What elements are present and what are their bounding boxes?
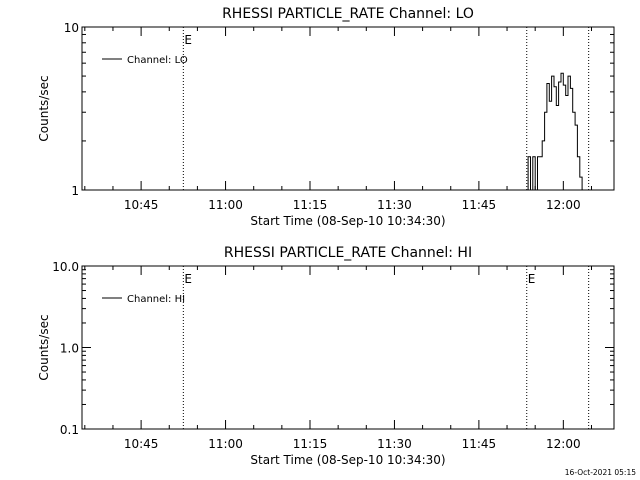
y-tick-label: 0.1 [60,423,79,437]
x-tick-label: 11:15 [293,437,328,451]
x-tick-label: 11:45 [462,437,497,451]
x-tick-label: 11:15 [293,198,328,212]
y-tick-label: 10.0 [52,260,79,274]
x-tick-label: 11:00 [208,198,243,212]
x-tick-label: 11:00 [208,437,243,451]
legend-label: Channel: HI [127,294,185,305]
x-tick-label: 12:00 [546,437,581,451]
plot-frame [81,26,615,191]
chart-title: RHESSI PARTICLE_RATE Channel: LO [222,6,474,22]
x-tick-label: 11:45 [462,198,497,212]
event-marker-label: E [528,272,536,286]
timestamp: 16-Oct-2021 05:15 [565,468,636,477]
x-tick-label: 12:00 [546,198,581,212]
plot-frame [81,265,615,430]
y-tick-label: 10 [64,21,79,35]
y-axis-label: Counts/sec [37,314,51,380]
y-tick-label: 1.0 [60,342,79,356]
x-axis-label: Start Time (08-Sep-10 10:34:30) [250,453,445,467]
event-marker-label: E [184,272,192,286]
legend-label: Channel: LO [127,55,188,66]
x-tick-label: 10:45 [124,198,159,212]
x-tick-label: 10:45 [124,437,159,451]
panel-hi: RHESSI PARTICLE_RATE Channel: HI 10:45 11:… [37,245,615,467]
y-axis-label: Counts/sec [37,75,51,141]
y-tick-label: 1 [71,184,79,198]
event-marker-label: E [184,33,192,47]
x-tick-label: 11:30 [377,198,412,212]
x-tick-label: 11:30 [377,437,412,451]
panel-lo: RHESSI PARTICLE_RATE Channel: LO 10:45 11:… [37,6,615,228]
chart-title: RHESSI PARTICLE_RATE Channel: HI [224,245,472,261]
series-line [525,72,583,191]
x-axis-label: Start Time (08-Sep-10 10:34:30) [250,214,445,228]
